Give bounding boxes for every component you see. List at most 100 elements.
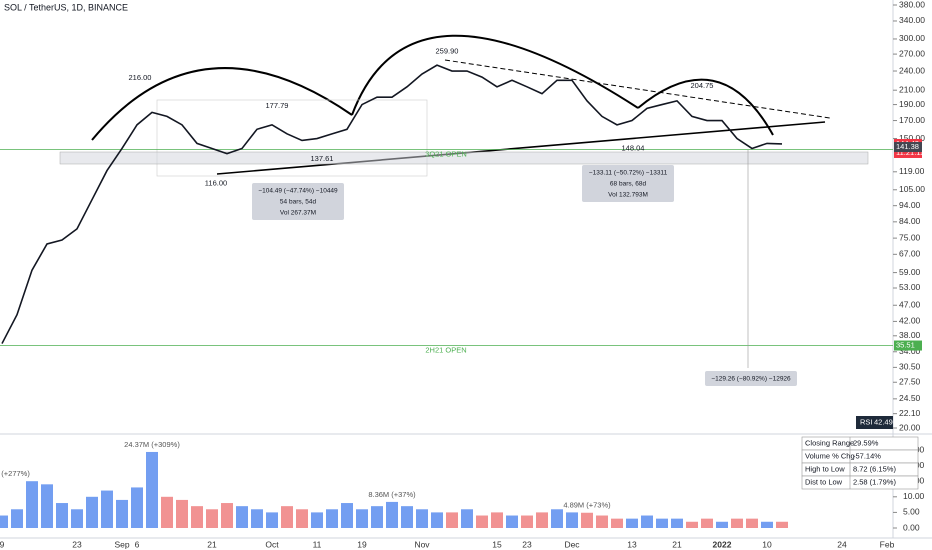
volume-bar	[731, 518, 743, 528]
volume-bar	[281, 506, 293, 528]
level-label: 3Q21 OPEN	[425, 149, 467, 158]
y-tick-label: 67.00	[899, 249, 921, 259]
neckline	[216, 121, 826, 175]
volume-bar	[311, 512, 323, 528]
x-tick-label: 23	[522, 539, 532, 549]
support-zone	[59, 151, 869, 165]
y-tick-label: 94.00	[899, 200, 921, 210]
right-shoulder-arc	[637, 78, 774, 136]
rsi-box	[856, 416, 893, 429]
measure-box	[582, 165, 674, 202]
y-tick-label: 30.50	[899, 362, 921, 372]
price-annotation: 116.00	[205, 178, 227, 187]
left-shoulder-arc	[91, 67, 353, 141]
volume-bar	[536, 512, 548, 528]
y-tick-label: 119.00	[899, 166, 925, 176]
price-tag	[894, 340, 922, 351]
volume-bar	[641, 515, 653, 528]
volume-bar	[611, 518, 623, 528]
volume-bar	[41, 484, 53, 528]
volume-bar	[416, 509, 428, 528]
volume-bar	[476, 515, 488, 528]
volume-bar	[521, 515, 533, 528]
range-box	[156, 99, 428, 177]
x-tick-label: 19	[357, 539, 367, 549]
x-tick-label: Oct	[265, 539, 279, 549]
measure-text: 54 bars, 54d	[280, 199, 317, 206]
price-annotation: 137.61	[311, 154, 334, 163]
volume-bar	[26, 481, 38, 528]
volume-bar	[431, 512, 443, 528]
table-cell: -57.14%	[853, 451, 881, 460]
volume-bar	[566, 512, 578, 528]
y-tick-label: 34.00	[899, 346, 921, 356]
measure-box	[252, 183, 344, 220]
volume-label: 15.02M (+277%)	[0, 469, 30, 478]
volume-bar	[701, 518, 713, 528]
y-tick-label: 53.00	[899, 282, 921, 292]
volume-bar	[176, 499, 188, 528]
rsi-label: RSI	[860, 417, 873, 426]
x-tick-label: 21	[672, 539, 682, 549]
volume-bar	[761, 521, 773, 528]
x-tick-label: 6	[135, 539, 140, 549]
y-tick-label: 340.00	[899, 15, 925, 25]
volume-bar	[671, 518, 683, 528]
volume-bar	[131, 487, 143, 528]
price-annotation: 204.75	[691, 81, 714, 90]
volume-bar	[101, 490, 113, 528]
y-tick-label: 20.00	[899, 422, 921, 432]
volume-bar	[326, 509, 338, 528]
x-tick-label: 10	[762, 539, 772, 549]
y-tick-label: 380.00	[899, 0, 925, 9]
x-tick-label: 2022	[713, 539, 732, 549]
y-tick-label: 38.00	[899, 330, 921, 340]
y-tick-label: 210.00	[899, 84, 925, 94]
volume-bar	[686, 521, 698, 528]
price-annotation: 216.00	[129, 73, 152, 82]
volume-bar	[386, 501, 398, 528]
head-arc	[351, 34, 639, 116]
volume-bar	[371, 506, 383, 528]
measure-text: −133.11 (−50.72%) −13311	[589, 170, 668, 177]
volume-bar	[746, 518, 758, 528]
volume-bar	[296, 509, 308, 528]
measure-text: Vol 132.793M	[608, 192, 648, 199]
volume-bar	[71, 509, 83, 528]
volume-bar	[251, 509, 263, 528]
y-tick-label: 59.00	[899, 267, 921, 277]
x-tick-label: 23	[72, 539, 82, 549]
volume-tick-label: 0.00	[903, 522, 920, 532]
price-line	[1, 64, 783, 344]
volume-bar	[596, 515, 608, 528]
x-tick-label: Feb	[880, 539, 895, 549]
volume-bar	[341, 503, 353, 528]
y-tick-label: 84.00	[899, 216, 921, 226]
volume-bar	[86, 496, 98, 528]
y-tick-label: 27.50	[899, 377, 921, 387]
volume-bar	[461, 509, 473, 528]
volume-bar	[776, 521, 788, 528]
volume-label: 4.89M (+73%)	[563, 501, 611, 510]
y-tick-label: 75.00	[899, 232, 921, 242]
price-tag	[894, 142, 922, 153]
volume-label: 8.36M (+37%)	[368, 490, 416, 499]
volume-bar	[356, 509, 368, 528]
price-annotation: 259.90	[436, 47, 459, 56]
volume-bar	[446, 512, 458, 528]
price-annotation: 177.79	[266, 101, 289, 110]
volume-bar	[716, 521, 728, 528]
table-cell: Dist to Low	[805, 477, 843, 486]
volume-bar	[266, 512, 278, 528]
volume-bar	[206, 509, 218, 528]
volume-bar	[401, 506, 413, 528]
table-cell: High to Low	[805, 464, 845, 473]
volume-bar	[146, 451, 158, 528]
table-row	[801, 475, 919, 490]
y-tick-label: 300.00	[899, 33, 925, 43]
measure-text: 68 bars, 68d	[610, 181, 647, 188]
x-tick-label: Sep	[114, 539, 129, 549]
volume-bar	[491, 512, 503, 528]
table-cell: 29.59%	[853, 438, 879, 447]
